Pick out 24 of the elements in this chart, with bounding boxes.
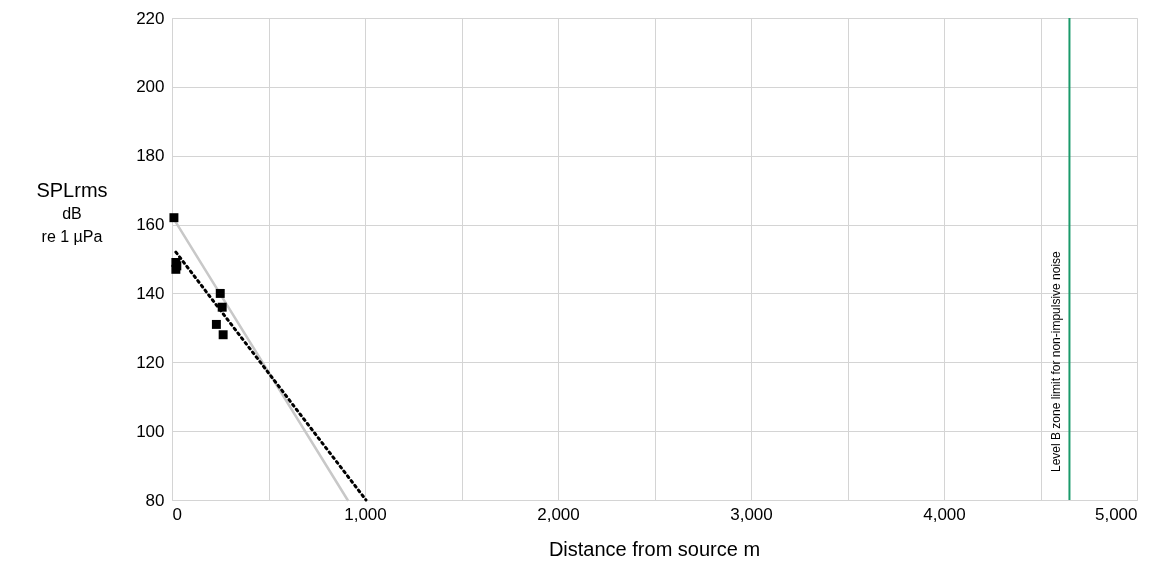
x-axis-title: Distance from source m bbox=[548, 538, 761, 560]
point bbox=[169, 213, 179, 223]
x-tick-label: 0 bbox=[172, 504, 182, 524]
point bbox=[215, 288, 225, 298]
x-tick-label: 2,000 bbox=[537, 504, 580, 524]
y-tick-label: 160 bbox=[136, 215, 165, 235]
text: re 1 µPa bbox=[41, 227, 103, 245]
y-tick-label: 200 bbox=[136, 77, 165, 97]
y-tick-label: 180 bbox=[136, 146, 165, 166]
x-tick-label: 5,000 bbox=[1094, 504, 1138, 524]
y-tick-label: 220 bbox=[136, 8, 165, 28]
y-tick-label: 120 bbox=[136, 352, 165, 372]
point bbox=[217, 302, 227, 312]
text: dB bbox=[62, 205, 82, 222]
y-tick-label: 100 bbox=[136, 421, 165, 441]
point bbox=[218, 330, 228, 340]
y-tick-label: 140 bbox=[136, 283, 165, 303]
ref-line-label: Level B zone limit for non-impulsive noise bbox=[1049, 250, 1064, 472]
y-tick-label: 80 bbox=[145, 490, 165, 510]
x-tick-label: 3,000 bbox=[730, 504, 773, 524]
point bbox=[211, 319, 221, 329]
x-tick-label: 1,000 bbox=[344, 504, 387, 524]
x-tick-label: 4,000 bbox=[923, 504, 966, 524]
y-axis-title: SPLrms bbox=[36, 179, 108, 202]
